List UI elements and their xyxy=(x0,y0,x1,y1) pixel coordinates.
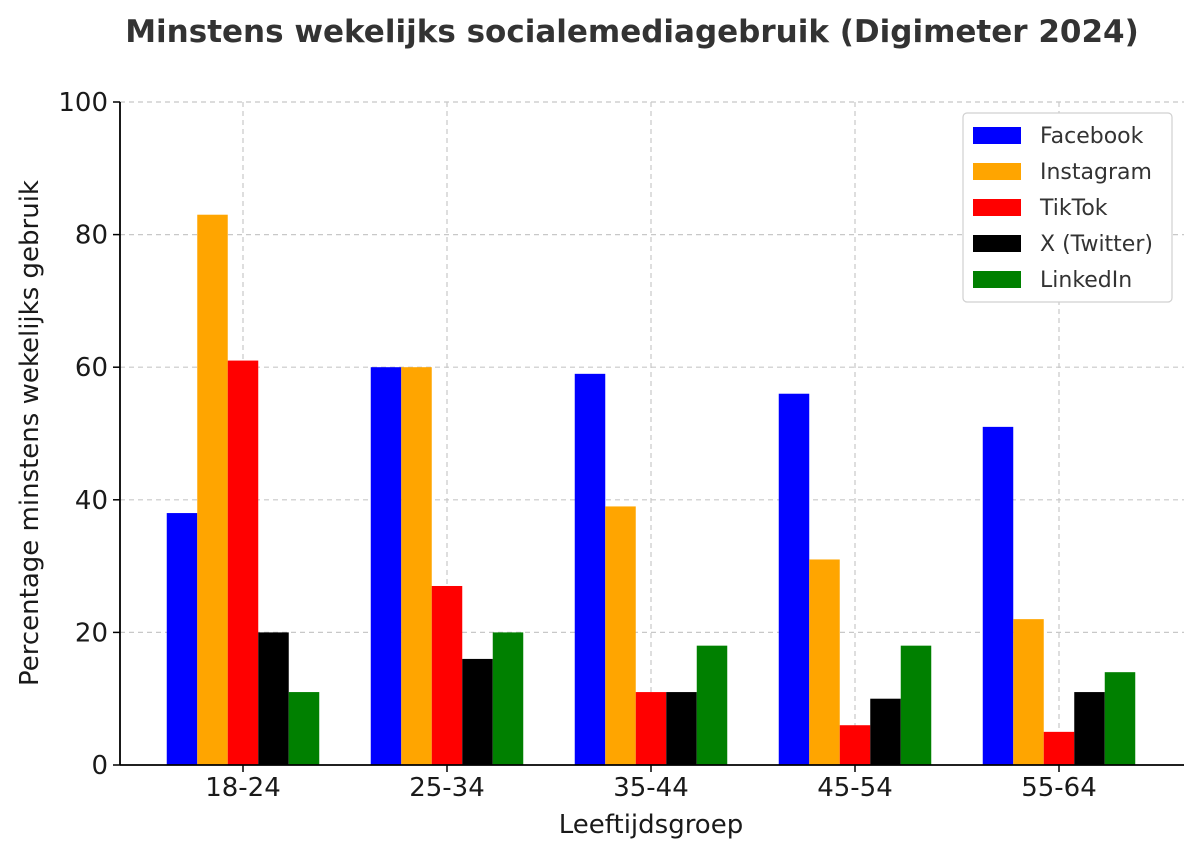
bar-x-twitter-25-34 xyxy=(462,658,493,765)
legend-entry-label: X (Twitter) xyxy=(1040,232,1153,257)
legend-swatch xyxy=(973,127,1021,144)
bar-tiktok-45-54 xyxy=(839,725,871,765)
y-tick-label: 60 xyxy=(75,353,108,383)
bar-x-twitter-55-64 xyxy=(1074,692,1105,765)
bar-tiktok-25-34 xyxy=(431,585,463,765)
legend-entry-label: LinkedIn xyxy=(1040,268,1132,293)
bar-instagram-18-24 xyxy=(197,214,228,765)
legend-entry-label: TikTok xyxy=(1039,196,1108,221)
bar-facebook-35-44 xyxy=(574,373,606,765)
bar-instagram-35-44 xyxy=(605,506,636,765)
legend-entry-label: Facebook xyxy=(1040,124,1144,149)
bar-tiktok-35-44 xyxy=(635,692,667,765)
legend-swatch xyxy=(973,199,1021,216)
x-tick-label: 18-24 xyxy=(205,773,281,803)
legend-swatch xyxy=(973,235,1021,252)
bar-linkedin-55-64 xyxy=(1104,672,1136,765)
x-tick-label: 45-54 xyxy=(817,773,893,803)
y-tick-label: 0 xyxy=(91,751,108,781)
bar-instagram-25-34 xyxy=(401,367,432,765)
bar-instagram-55-64 xyxy=(1013,619,1044,765)
bar-linkedin-25-34 xyxy=(492,632,524,765)
bar-facebook-55-64 xyxy=(982,426,1014,765)
bar-x-twitter-35-44 xyxy=(666,692,697,765)
x-tick-label: 25-34 xyxy=(409,773,485,803)
x-ticks: 18-24 25-34 35-44 45-54 55-64 xyxy=(205,765,1097,803)
y-tick-label: 80 xyxy=(75,221,108,251)
bar-linkedin-45-54 xyxy=(900,645,932,765)
bar-linkedin-35-44 xyxy=(696,645,728,765)
axes xyxy=(119,102,1184,766)
y-axis-label: Percentage minstens wekelijks gebruik xyxy=(15,180,45,686)
y-tick-label: 40 xyxy=(75,486,108,516)
bar-tiktok-18-24 xyxy=(227,360,259,765)
legend-swatch xyxy=(973,271,1021,288)
bar-facebook-25-34 xyxy=(370,367,402,765)
bar-facebook-45-54 xyxy=(778,393,810,765)
legend: Facebook Instagram TikTok X (Twitter) Linked… xyxy=(962,112,1173,303)
legend-swatch xyxy=(973,163,1021,180)
y-tick-label: 100 xyxy=(58,88,108,118)
legend-frame xyxy=(962,112,1173,303)
bar-linkedin-18-24 xyxy=(288,692,320,765)
bar-instagram-45-54 xyxy=(809,559,840,765)
bar-x-twitter-45-54 xyxy=(870,698,901,765)
bars xyxy=(166,214,1136,765)
bar-tiktok-55-64 xyxy=(1043,731,1075,765)
x-tick-label: 35-44 xyxy=(613,773,689,803)
x-tick-label: 55-64 xyxy=(1021,773,1097,803)
y-tick-label: 20 xyxy=(75,618,108,648)
x-axis-label: Leeftijdsgroep xyxy=(559,810,743,840)
legend-entry-label: Instagram xyxy=(1040,160,1152,185)
chart-title: Minstens wekelijks socialemediagebruik (… xyxy=(125,14,1139,50)
y-ticks: 0 20 40 60 80 100 xyxy=(58,88,120,781)
bar-x-twitter-18-24 xyxy=(258,632,289,765)
bar-facebook-18-24 xyxy=(166,513,198,765)
